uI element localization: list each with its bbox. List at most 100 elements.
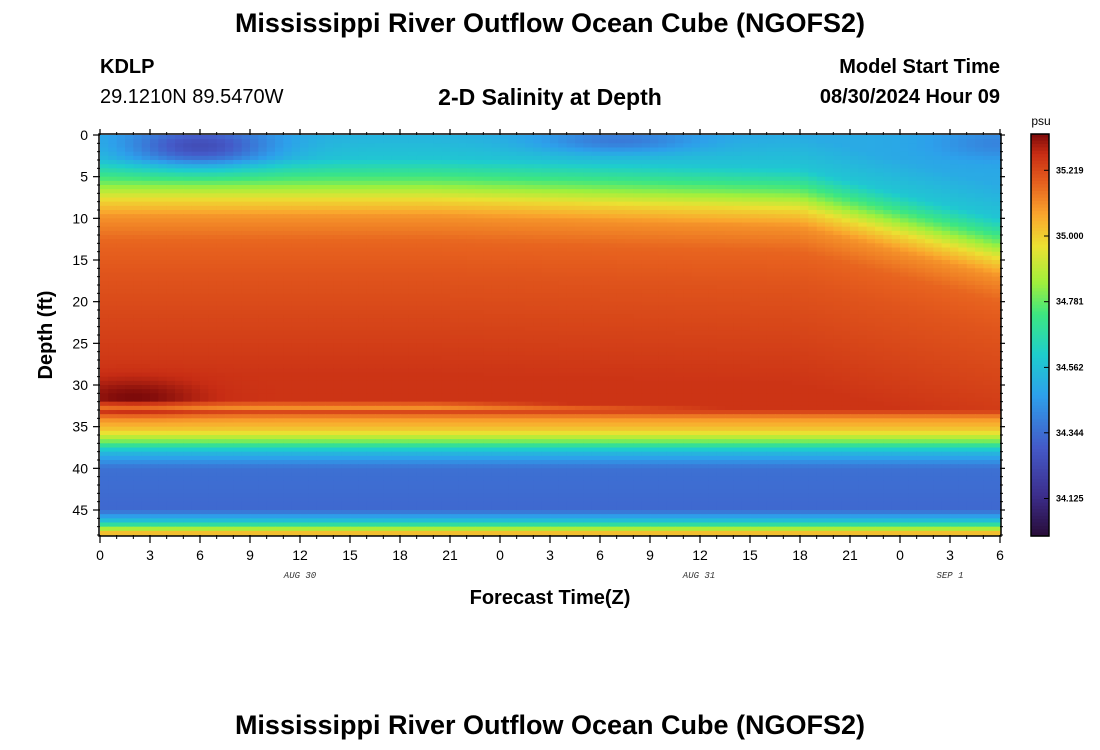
heatmap-cell <box>458 230 468 236</box>
heatmap-cell <box>683 214 693 219</box>
heatmap-cell <box>633 197 643 203</box>
heatmap-cell <box>308 297 318 303</box>
heatmap-cell <box>141 310 151 315</box>
heatmap-cell <box>891 247 901 253</box>
heatmap-cell <box>991 289 1001 294</box>
heatmap-cell <box>225 193 234 199</box>
heatmap-cell <box>100 185 109 190</box>
heatmap-cell <box>800 247 809 253</box>
heatmap-cell <box>858 135 868 140</box>
heatmap-cell <box>816 322 826 328</box>
heatmap-cell <box>650 276 659 282</box>
heatmap-cell <box>508 172 518 178</box>
heatmap-cell <box>116 243 126 249</box>
heatmap-cell <box>441 285 451 290</box>
heatmap-cell <box>650 239 659 244</box>
heatmap-cell <box>208 151 218 157</box>
heatmap-cell <box>383 322 393 328</box>
heatmap-cell <box>208 293 218 299</box>
heatmap-cell <box>733 155 743 161</box>
heatmap-cell <box>691 280 701 286</box>
heatmap-cell <box>475 247 484 253</box>
heatmap-cell <box>158 255 168 261</box>
heatmap-cell <box>483 193 493 199</box>
heatmap-cell <box>850 276 859 282</box>
heatmap-cell <box>825 201 834 207</box>
heatmap-cell <box>775 280 784 286</box>
heatmap-cell <box>950 135 959 140</box>
heatmap-cell <box>758 318 768 324</box>
heatmap-cell <box>791 155 801 161</box>
heatmap-cell <box>150 293 159 299</box>
heatmap-cell <box>241 147 251 153</box>
heatmap-cell <box>941 293 951 299</box>
heatmap-cell <box>966 155 976 161</box>
heatmap-cell <box>225 143 234 149</box>
heatmap-cell <box>950 168 959 174</box>
heatmap-cell <box>475 222 484 228</box>
heatmap-cell <box>325 214 334 219</box>
heatmap-cell <box>408 189 418 194</box>
heatmap-cell <box>183 260 193 265</box>
heatmap-cell <box>983 210 993 215</box>
heatmap-cell <box>458 251 468 257</box>
heatmap-cell <box>466 226 476 232</box>
heatmap-cell <box>566 310 576 315</box>
heatmap-cell <box>566 197 576 203</box>
heatmap-cell <box>733 147 743 153</box>
heatmap-cell <box>975 285 984 290</box>
heatmap-cell <box>625 297 634 303</box>
heatmap-cell <box>508 197 518 203</box>
heatmap-cell <box>333 272 343 278</box>
heatmap-cell <box>875 318 884 324</box>
heatmap-cell <box>500 318 509 324</box>
heatmap-cell <box>675 264 684 269</box>
heatmap-cell <box>133 193 143 199</box>
heatmap-cell <box>133 272 143 278</box>
heatmap-cell <box>525 305 534 311</box>
heatmap-cell <box>783 143 793 149</box>
heatmap-cell <box>200 255 209 261</box>
heatmap-cell <box>525 276 534 282</box>
heatmap-cell <box>250 172 259 178</box>
heatmap-cell <box>800 197 809 203</box>
heatmap-cell <box>283 280 293 286</box>
heatmap-cell <box>266 147 276 153</box>
heatmap-cell <box>308 285 318 290</box>
heatmap-cell <box>591 201 601 207</box>
heatmap-cell <box>258 322 268 328</box>
heatmap-cell <box>891 310 901 315</box>
heatmap-cell <box>150 322 159 328</box>
heatmap-cell <box>641 201 651 207</box>
heatmap-cell <box>875 197 884 203</box>
heatmap-cell <box>650 135 659 140</box>
heatmap-cell <box>875 135 884 140</box>
heatmap-cell <box>725 276 734 282</box>
heatmap-cell <box>533 147 543 153</box>
heatmap-cell <box>533 285 543 290</box>
heatmap-cell <box>208 139 218 144</box>
heatmap-cell <box>900 201 909 207</box>
heatmap-cell <box>816 201 826 207</box>
heatmap-cell <box>108 276 118 282</box>
heatmap-cell <box>750 143 759 149</box>
heatmap-cell <box>175 214 184 219</box>
heatmap-cell <box>658 251 668 257</box>
heatmap-cell <box>341 210 351 215</box>
heatmap-cell <box>616 176 626 182</box>
heatmap-cell <box>175 247 184 253</box>
heatmap-cell <box>700 226 709 232</box>
heatmap-cell <box>991 247 1001 253</box>
heatmap-cell <box>625 151 634 157</box>
heatmap-cell <box>575 305 584 311</box>
heatmap-cell <box>858 322 868 328</box>
heatmap-cell <box>833 301 843 307</box>
heatmap-cell <box>675 285 684 290</box>
heatmap-cell <box>366 289 376 294</box>
heatmap-cell <box>183 151 193 157</box>
heatmap-cell <box>633 139 643 144</box>
heatmap-cell <box>941 189 951 194</box>
heatmap-cell <box>866 151 876 157</box>
heatmap-cell <box>958 218 968 224</box>
heatmap-cell <box>508 226 518 232</box>
